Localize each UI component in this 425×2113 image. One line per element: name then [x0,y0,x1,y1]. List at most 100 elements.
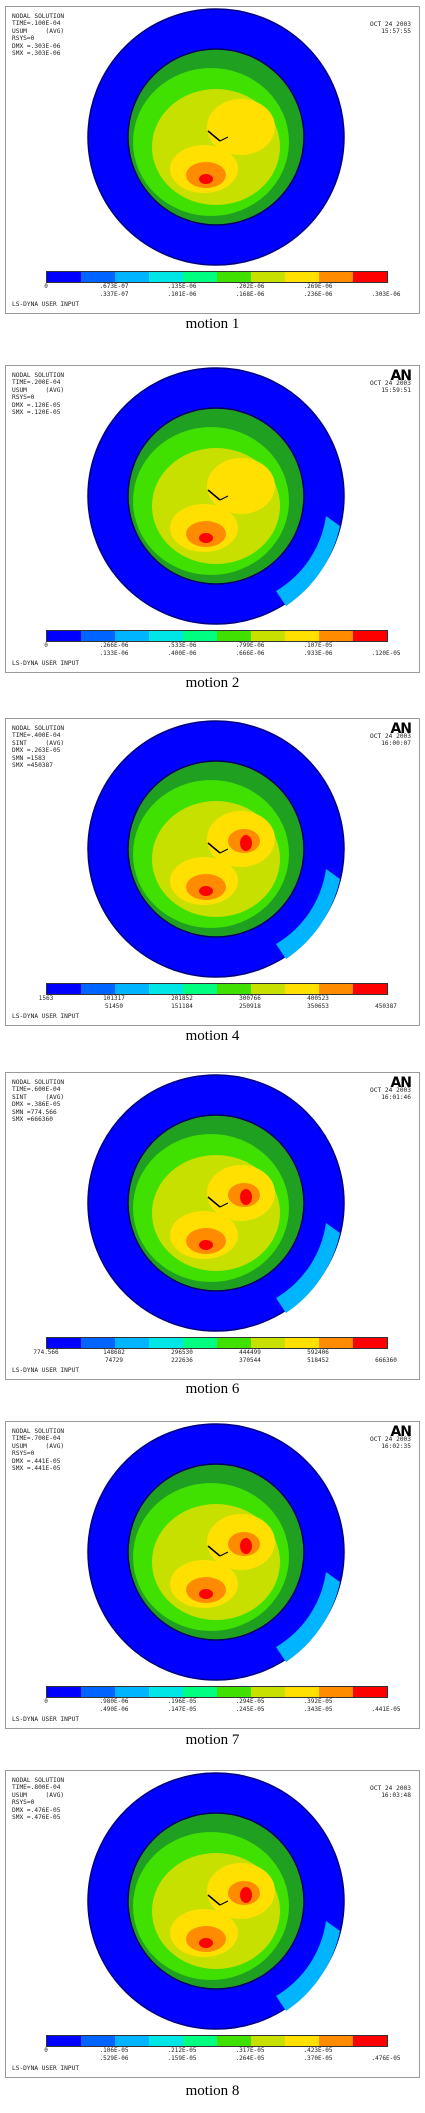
ansys-plot-frame: NODAL SOLUTION TIME=.800E-04 USUM (AVG) RSY… [5,1770,420,2078]
ring-highlight [276,1572,340,1662]
max-spot [199,174,213,184]
tick-label: .264E-05 [235,2055,265,2062]
legend-swatch [183,1687,217,1697]
legend-swatch [149,1687,183,1697]
contour-plot [87,1423,345,1681]
max-spot [199,1240,213,1250]
tick-label: .106E-05 [99,2047,129,2054]
solution-header: NODAL SOLUTION TIME=.400E-04 SINT (AVG) DMX… [12,725,64,769]
legend-swatch [217,272,251,282]
legend-swatch [115,984,149,994]
header-line: RSYS=0 [12,1450,35,1458]
ansys-plot-frame: NODAL SOLUTION TIME=.400E-04 SINT (AVG) DMX… [5,718,420,1026]
legend-swatch [353,631,387,641]
legend-swatch [149,984,183,994]
motion-panel: NODAL SOLUTION TIME=.200E-04 USUM (AVG) RSY… [0,365,425,691]
ansys-plot-frame: NODAL SOLUTION TIME=.600E-04 SINT (AVG) DMX… [5,1072,420,1380]
header-line: NODAL SOLUTION [12,725,65,732]
legend-swatch [81,631,115,641]
motion-panel: NODAL SOLUTION TIME=.700E-04 USUM (AVG) RSY… [0,1421,425,1747]
time-text: 16:00:07 [381,740,411,748]
contour-plot [87,720,345,978]
legend-swatch [81,2036,115,2046]
legend-swatch [353,272,387,282]
tick-label: .666E-06 [235,650,265,657]
legend-swatch [353,2036,387,2046]
contour-plot [87,1074,345,1332]
tick-label: .266E-06 [99,642,129,649]
date-text: OCT 24 2003 [370,1087,411,1094]
tick-label: .400E-06 [167,650,197,657]
tick-label: .269E-06 [303,283,333,290]
ansys-logo: AN [390,721,412,737]
axis-triad [207,842,221,854]
legend-swatch [251,1338,285,1348]
logo-text: AN [390,368,412,384]
legend-swatch [217,1338,251,1348]
legend-swatch [115,1338,149,1348]
legend-ticks-bottom: .133E-06 .400E-06 .666E-06 .933E-06 .120E-05 [46,650,401,658]
motion-panel: NODAL SOLUTION TIME=.100E-04 USUM (AVG) RSY… [0,6,425,332]
timestamp: OCT 24 2003 16:01:46 [370,1087,411,1102]
legend-swatch [285,2036,319,2046]
tick-label: 0 [44,2047,48,2054]
ring-highlight [276,869,340,959]
solution-header: NODAL SOLUTION TIME=.600E-04 SINT (AVG) DMX… [12,1079,64,1123]
tick-label: 592406 [307,1349,329,1356]
tick-label: 250918 [239,1003,261,1010]
figure-caption: motion 1 [185,316,240,332]
legend-swatch [353,1338,387,1348]
header-line: TIME=.800E-04 [12,1784,61,1792]
tick-label: .441E-05 [371,1706,401,1713]
legend-swatch [251,984,285,994]
timestamp: OCT 24 2003 16:02:35 [370,1436,411,1451]
tick-label: .101E-06 [167,291,197,298]
header-line: TIME=.700E-04 [12,1435,61,1443]
tick-label: .337E-07 [99,291,129,298]
ansys-plot-frame: NODAL SOLUTION TIME=.100E-04 USUM (AVG) RSY… [5,6,420,314]
header-line: DMX =.120E-05 [12,401,61,409]
tick-label: 74729 [104,1357,124,1364]
legend-swatch [251,272,285,282]
color-legend-bar [46,271,388,283]
legend-swatch [149,631,183,641]
header-line: SMX =.441E-05 [12,1465,61,1473]
tick-label: 370544 [239,1357,261,1364]
legend-swatch [217,1687,251,1697]
legend-swatch [47,1338,81,1348]
plot-footer: LS-DYNA USER INPUT [12,2065,80,2072]
ansys-logo: AN [390,1075,412,1091]
timestamp: OCT 24 2003 16:03:48 [370,1785,411,1800]
tick-label: .303E-06 [371,291,401,298]
tick-label: .202E-06 [235,283,265,290]
legend-swatch [285,272,319,282]
legend-ticks-bottom: 74729 222636 370544 518452 666360 [46,1357,397,1365]
legend-swatch [115,2036,149,2046]
ansys-logo: AN [390,368,412,384]
axis-triad [207,1894,221,1906]
tick-label: 222636 [171,1357,193,1364]
plot-footer: LS-DYNA USER INPUT [12,1716,80,1723]
legend-swatch [217,984,251,994]
tick-label: .107E-05 [303,642,333,649]
tick-label: .423E-05 [303,2047,333,2054]
tick-label: 0 [44,1698,48,1705]
timestamp: OCT 24 2003 15:59:51 [370,380,411,395]
header-line: NODAL SOLUTION [12,372,65,379]
legend-swatch [251,2036,285,2046]
legend-swatch [81,272,115,282]
date-text: OCT 24 2003 [370,21,411,28]
legend-swatch [183,272,217,282]
header-line: NODAL SOLUTION [12,1428,65,1435]
axis-triad [207,489,221,501]
logo-text: AN [390,721,412,737]
legend-swatch [115,1687,149,1697]
motion-panel: NODAL SOLUTION TIME=.400E-04 SINT (AVG) DMX… [0,718,425,1044]
time-text: 16:03:48 [381,1792,411,1800]
figure-caption: motion 7 [185,1732,240,1748]
tick-label: .799E-06 [235,642,265,649]
legend-swatch [353,984,387,994]
legend-swatch [217,631,251,641]
legend-swatch [149,272,183,282]
legend-swatch [47,272,81,282]
